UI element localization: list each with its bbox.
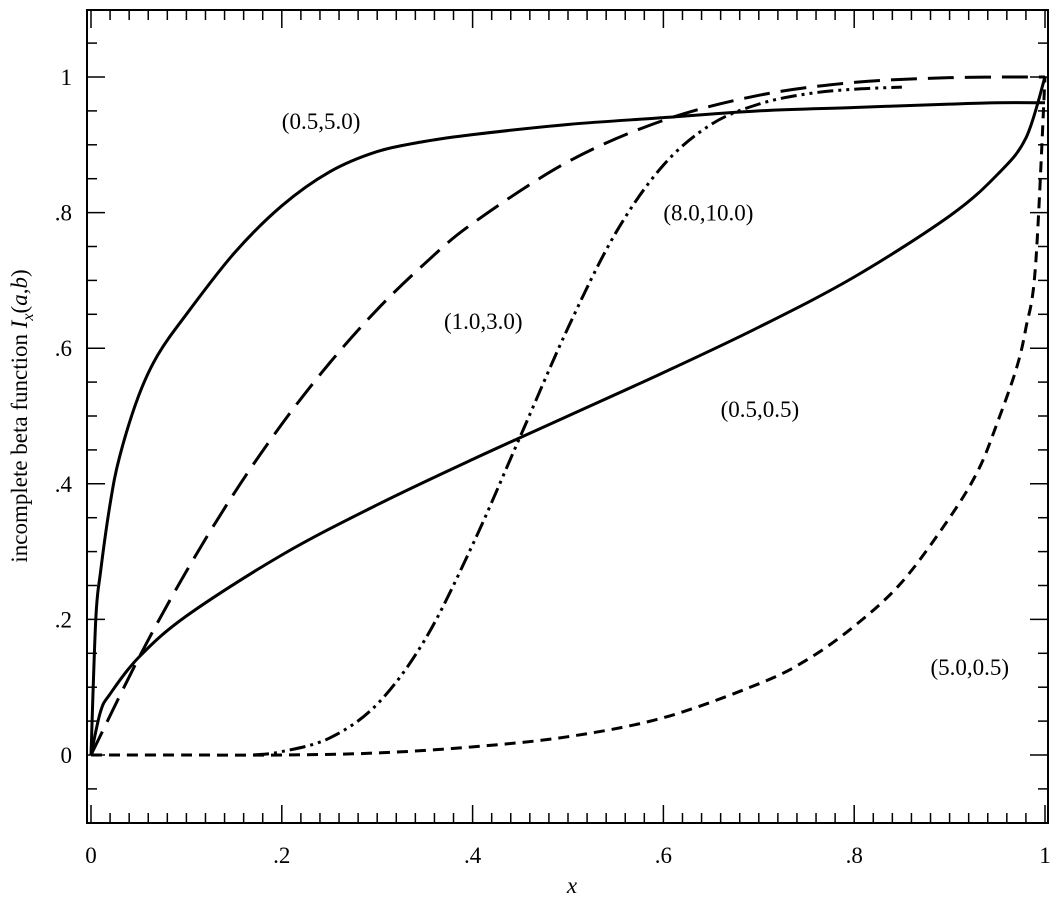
series-label-2: (1.0,3.0) — [444, 309, 523, 334]
y-tick-label: 1 — [61, 65, 73, 90]
y-tick-label: .2 — [55, 607, 72, 632]
y-axis-title-prefix: incomplete beta function — [7, 328, 32, 562]
y-tick-label: .6 — [55, 336, 72, 361]
x-tick-label: 1 — [1039, 843, 1051, 868]
series-label-4: (0.5,0.5) — [721, 397, 800, 422]
series-label-1: (0.5,5.0) — [282, 109, 361, 134]
series-line-4 — [89, 76, 1047, 756]
series-line-3 — [253, 85, 902, 757]
tick-marks — [87, 10, 1048, 823]
y-axis-title-subscript: x — [20, 313, 37, 321]
series-line-1 — [89, 101, 1046, 756]
y-tick-label: .8 — [55, 201, 72, 226]
x-tick-label: .8 — [846, 843, 863, 868]
y-axis-title-symbol: I — [7, 319, 32, 329]
x-tick-label: .6 — [655, 843, 672, 868]
series-line-5 — [91, 76, 1047, 757]
y-axis-title: incomplete beta function Ix(a,b) — [7, 269, 37, 562]
y-axis-title-comma: , — [7, 289, 32, 295]
y-axis-title-open-paren: ( — [7, 306, 32, 314]
y-axis-title-a: a — [7, 294, 32, 306]
tick-labels: 0 .2 .4 .6 .8 1 0 .2 .4 .6 .8 1 — [55, 65, 1051, 868]
series-label-5: (5.0,0.5) — [931, 655, 1010, 680]
x-tick-label: 0 — [85, 843, 97, 868]
y-axis-title-b: b — [7, 277, 32, 289]
series-label-3: (8.0,10.0) — [663, 201, 753, 226]
y-tick-label: .4 — [55, 472, 73, 497]
x-tick-label: .4 — [464, 843, 482, 868]
x-axis-title: x — [566, 873, 578, 898]
y-axis-title-close-paren: ) — [7, 269, 32, 277]
series-labels: (0.5,5.0) (1.0,3.0) (8.0,10.0) (0.5,0.5) (5.… — [282, 109, 1009, 680]
y-tick-label: 0 — [61, 743, 73, 768]
series-lines — [89, 75, 1047, 757]
series-line-2 — [89, 75, 1046, 756]
x-tick-label: .2 — [273, 843, 290, 868]
